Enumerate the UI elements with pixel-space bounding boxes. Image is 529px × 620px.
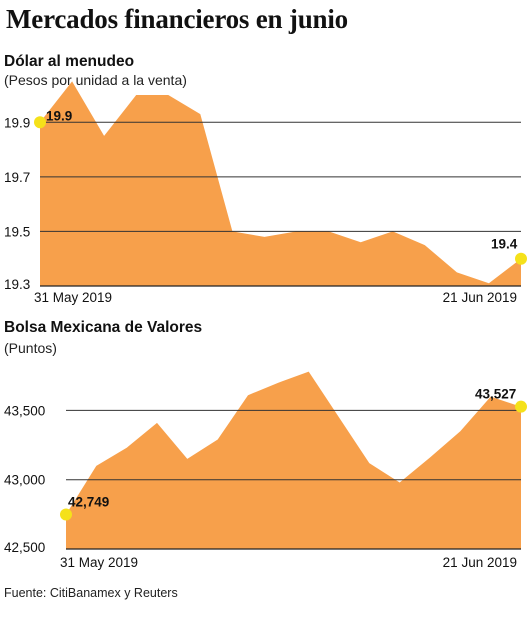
y-tick-label: 43,500 — [4, 403, 45, 418]
end-data-label: 43,527 — [475, 387, 516, 402]
start-marker — [60, 508, 72, 521]
y-tick-label: 42,500 — [4, 540, 45, 555]
end-data-label: 19.4 — [491, 237, 518, 252]
dollar-area-chart: 19.3 19.5 19.7 19.9 31 May 2019 21 Jun 2019 19… — [4, 81, 527, 305]
end-marker — [515, 400, 527, 413]
area-series — [66, 371, 521, 549]
y-tick-label: 43,000 — [4, 473, 45, 488]
y-tick-label: 19.9 — [4, 115, 30, 130]
bmv-area-chart: 42,500 43,000 43,500 31 May 2019 21 Jun 2019… — [4, 371, 527, 570]
area-series — [40, 81, 521, 287]
x-label-start: 31 May 2019 — [34, 290, 112, 305]
chart1-subtitle: (Pesos por unidad a la venta) — [4, 72, 187, 88]
page-title: Mercados financieros en junio — [6, 4, 348, 34]
end-marker — [515, 252, 527, 265]
x-label-end: 21 Jun 2019 — [443, 290, 517, 305]
chart2-subtitle: (Puntos) — [4, 340, 57, 356]
x-label-start: 31 May 2019 — [60, 555, 138, 570]
y-tick-label: 19.5 — [4, 224, 30, 239]
chart1-title: Dólar al menudeo — [4, 53, 135, 70]
x-label-end: 21 Jun 2019 — [443, 555, 517, 570]
chart2-title: Bolsa Mexicana de Valores — [4, 319, 203, 336]
start-data-label: 19.9 — [46, 108, 72, 123]
start-data-label: 42,749 — [68, 494, 109, 509]
source-note: Fuente: CitiBanamex y Reuters — [4, 586, 178, 600]
start-marker — [34, 116, 46, 129]
y-tick-label: 19.3 — [4, 277, 30, 292]
y-tick-label: 19.7 — [4, 170, 30, 185]
